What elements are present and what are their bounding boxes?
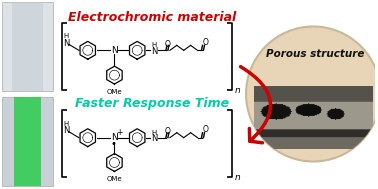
- Text: N: N: [111, 46, 118, 55]
- Text: N: N: [151, 47, 157, 56]
- Bar: [2, 2, 53, 91]
- Text: H: H: [152, 42, 156, 48]
- Text: Faster Response Time: Faster Response Time: [75, 97, 229, 110]
- Text: O: O: [165, 127, 171, 136]
- Text: OMe: OMe: [107, 89, 122, 95]
- Text: +: +: [116, 128, 122, 137]
- Text: O: O: [165, 40, 171, 49]
- Text: H: H: [64, 121, 69, 127]
- Text: N: N: [151, 134, 157, 143]
- Text: •: •: [110, 139, 116, 149]
- Text: O: O: [203, 125, 208, 134]
- Text: n: n: [235, 174, 241, 182]
- Bar: [14, 97, 41, 186]
- Bar: [12, 2, 43, 91]
- Text: N: N: [63, 126, 69, 135]
- Text: H: H: [64, 33, 69, 40]
- Text: N: N: [63, 39, 69, 48]
- Text: Porous structure: Porous structure: [266, 49, 364, 59]
- FancyArrowPatch shape: [240, 67, 271, 143]
- Text: N: N: [111, 133, 118, 142]
- Text: Electrochromic material: Electrochromic material: [68, 11, 236, 24]
- Text: OMe: OMe: [107, 176, 122, 182]
- Circle shape: [246, 26, 378, 162]
- Text: n: n: [235, 86, 241, 95]
- Text: H: H: [152, 130, 156, 136]
- Text: O: O: [203, 38, 208, 47]
- Bar: [2, 97, 53, 186]
